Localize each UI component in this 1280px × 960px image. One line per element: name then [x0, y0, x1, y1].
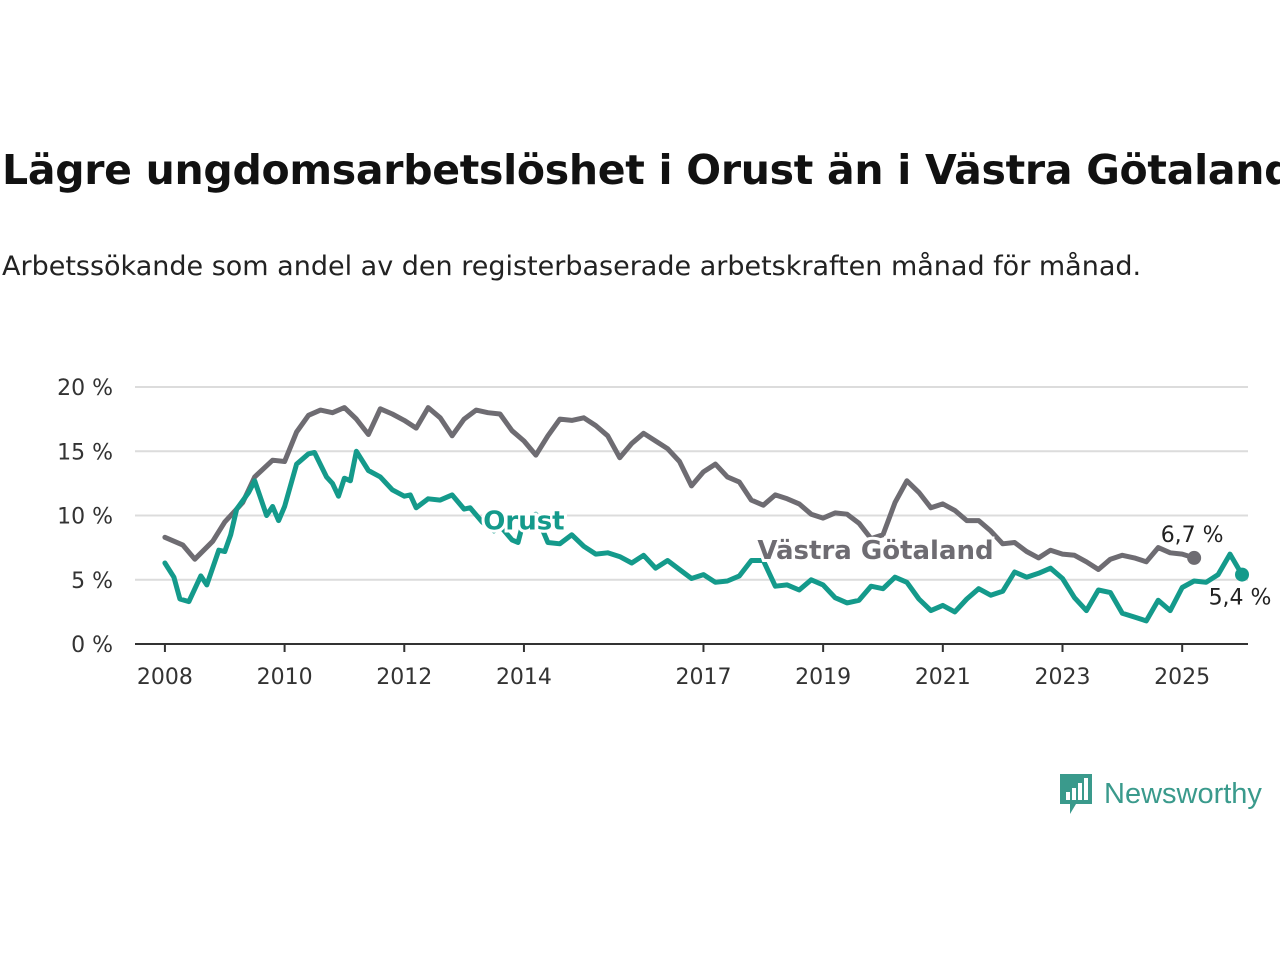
line-chart: 0 %5 %10 %15 %20 % 2008 2010 2012 2014 2017 2…: [57, 376, 1272, 690]
x-tick-label: 2012: [376, 665, 432, 690]
x-tick-label: 2021: [915, 665, 971, 690]
y-tick-label: 10 %: [57, 505, 113, 530]
chart-title: Lägre ungdomsarbetslöshet i Orust än i V…: [2, 146, 1280, 194]
x-axis-ticks: 2008 2010 2012 2014 2017 2019 2021 2023 2025: [137, 644, 1210, 690]
chart-subtitle: Arbetssökande som andel av den registerb…: [2, 251, 1142, 282]
series-lines: [162, 405, 1250, 624]
series-line: [162, 405, 1197, 572]
newsworthy-chart-icon: [1060, 774, 1092, 814]
newsworthy-logo: Newsworthy: [1058, 772, 1262, 816]
series-end-label: 5,4 %: [1209, 586, 1272, 611]
series-end-marker: [1235, 567, 1250, 582]
x-tick-label: 2014: [496, 665, 552, 690]
x-tick-label: 2023: [1035, 665, 1091, 690]
x-tick-label: 2017: [675, 665, 731, 690]
x-tick-label: 2010: [257, 665, 313, 690]
y-tick-label: 15 %: [57, 440, 113, 465]
y-tick-label: 0 %: [71, 633, 113, 658]
series-line: [162, 448, 1245, 624]
series-end-marker: [1187, 550, 1202, 565]
y-tick-label: 20 %: [57, 376, 113, 401]
y-tick-label: 5 %: [71, 569, 113, 594]
x-tick-label: 2025: [1154, 665, 1210, 690]
series-name-label: Orust: [483, 507, 564, 537]
series-end-label: 6,7 %: [1161, 523, 1224, 548]
series-name-label: Västra Götaland: [757, 536, 993, 566]
series-labels: 6,7 % 5,4 % Orust Västra Götaland: [480, 504, 1272, 611]
logo-text: Newsworthy: [1104, 777, 1262, 810]
y-axis-ticks: 0 % 5 % 10 % 15 % 20 %: [57, 376, 113, 658]
x-tick-label: 2019: [795, 665, 851, 690]
x-tick-label: 2008: [137, 665, 193, 690]
